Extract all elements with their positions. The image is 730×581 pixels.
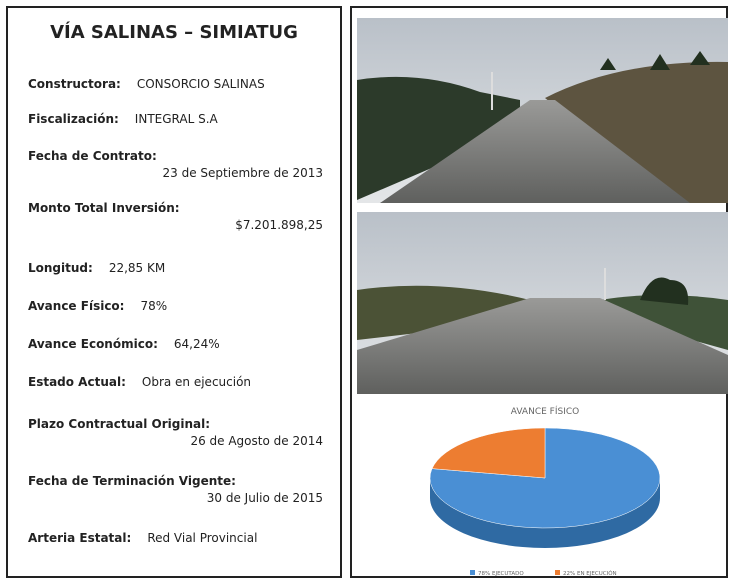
photo-2 xyxy=(357,212,728,394)
page: VÍA SALINAS – SIMIATUG Constructora:CONS… xyxy=(0,0,730,581)
legend-label: 78% EJECUTADO xyxy=(478,571,524,577)
pie-chart: AVANCE FÍSICO 78% EJECUTADO 22% EN EJECUC… xyxy=(430,405,660,577)
legend-label: 22% EN EJECUCIÓN xyxy=(563,570,617,577)
chart-title: AVANCE FÍSICO xyxy=(511,405,579,417)
legend-swatch xyxy=(470,570,475,575)
legend-swatch xyxy=(555,570,560,575)
photo-1 xyxy=(357,18,728,203)
graphics: AVANCE FÍSICO 78% EJECUTADO 22% EN EJECUC… xyxy=(0,0,730,581)
